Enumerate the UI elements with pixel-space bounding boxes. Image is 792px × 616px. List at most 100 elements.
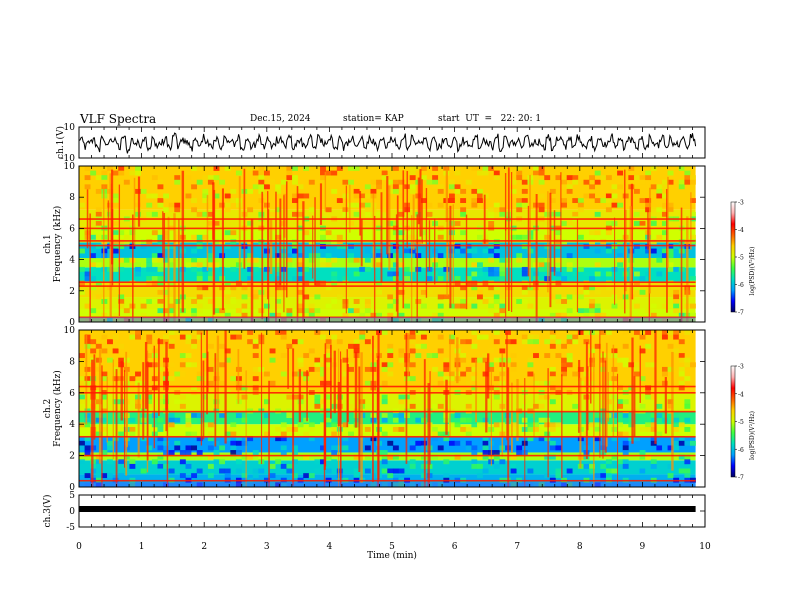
spectrum-cell bbox=[196, 413, 203, 419]
spectrum-cell bbox=[79, 308, 85, 314]
spectrum-cell bbox=[583, 289, 590, 295]
spectrum-cell bbox=[521, 285, 528, 291]
spectrum-cell bbox=[146, 299, 153, 304]
spectrum-cell bbox=[650, 413, 657, 419]
spectrum-cell bbox=[521, 280, 528, 286]
spectrum-cell bbox=[275, 253, 282, 259]
spectrum-cell bbox=[191, 257, 198, 263]
spectrum-cell bbox=[252, 343, 259, 349]
spectrum-cell bbox=[583, 463, 590, 469]
spectrum-cell bbox=[611, 454, 618, 460]
spectrum-cell bbox=[185, 445, 192, 451]
spectrum-cell bbox=[661, 303, 668, 309]
sferic-streak bbox=[91, 359, 94, 487]
spectrum-cell bbox=[140, 468, 147, 474]
sferic-streak bbox=[85, 333, 88, 425]
spectrum-cell bbox=[135, 371, 141, 377]
spectrum-cell bbox=[269, 211, 276, 217]
spectrum-cell bbox=[258, 166, 265, 171]
spectrum-cell bbox=[320, 334, 326, 340]
colorbar-tick-label: -4 bbox=[738, 391, 744, 398]
spectrum-cell bbox=[95, 417, 102, 423]
spectrum-cell bbox=[404, 294, 411, 300]
spectrum-cell bbox=[90, 276, 97, 282]
spectrum-cell bbox=[263, 413, 270, 419]
spectrum-cell bbox=[493, 376, 500, 382]
spectrum-cell bbox=[398, 230, 405, 236]
spectrum-cell bbox=[342, 280, 349, 286]
spectrum-cell bbox=[370, 188, 377, 194]
spectrum-cell bbox=[163, 193, 169, 199]
spectrum-cell bbox=[622, 463, 629, 469]
spectrum-cell bbox=[493, 299, 500, 304]
spectrum-cell bbox=[269, 463, 276, 469]
spectrum-cell bbox=[521, 198, 528, 204]
spectrum-cell bbox=[437, 188, 444, 194]
spectrum-cell bbox=[247, 330, 254, 335]
spectrum-cell bbox=[185, 413, 192, 419]
spectrum-cell bbox=[297, 211, 304, 217]
spectrum-cell bbox=[123, 257, 130, 263]
spectrum-cell bbox=[185, 417, 192, 423]
spectrum-cell bbox=[426, 211, 433, 217]
spectrum-cell bbox=[325, 343, 332, 349]
spectrum-cell bbox=[258, 184, 265, 190]
spectrum-cell bbox=[364, 207, 371, 213]
sferic-streak bbox=[349, 184, 351, 233]
spectrum-cell bbox=[286, 394, 293, 400]
spectrum-cell bbox=[667, 330, 674, 335]
spectrum-cell bbox=[308, 348, 315, 354]
spectrum-cell bbox=[269, 312, 276, 318]
spectrum-cell bbox=[90, 262, 97, 268]
spectrum-cell bbox=[510, 422, 517, 428]
colorbar-1 bbox=[730, 201, 736, 313]
spectrum-cell bbox=[331, 334, 338, 340]
spectrum-cell bbox=[594, 170, 601, 176]
spectrum-cell bbox=[555, 385, 562, 391]
spectrum-cell bbox=[527, 357, 534, 363]
spectrum-cell bbox=[589, 230, 596, 236]
spectrum-cell bbox=[650, 362, 657, 368]
spectrum-cell bbox=[95, 234, 102, 240]
spectrum-cell bbox=[308, 257, 315, 263]
spectrum-cell bbox=[572, 294, 579, 300]
spectrum-cell bbox=[292, 198, 298, 204]
spectrum-cell bbox=[561, 221, 567, 226]
spectrum-cell bbox=[521, 266, 528, 272]
spectrum-cell bbox=[123, 179, 130, 185]
spectrum-cell bbox=[645, 202, 652, 208]
spectrum-cell bbox=[617, 202, 624, 208]
spectrum-cell bbox=[499, 276, 506, 282]
spectrum-cell bbox=[219, 179, 226, 185]
spectrum-cell bbox=[516, 234, 523, 240]
spectrum-cell bbox=[645, 170, 652, 176]
spectrum-cell bbox=[566, 221, 573, 226]
spectrum-cell bbox=[460, 339, 467, 345]
spectrum-cell bbox=[544, 339, 551, 345]
spectrum-cell bbox=[213, 262, 220, 268]
spectrum-cell bbox=[168, 468, 175, 474]
spectrum-cell bbox=[437, 294, 444, 300]
spectrum-cell bbox=[84, 276, 91, 282]
spectrum-cell bbox=[499, 266, 506, 272]
spectrum-cell bbox=[353, 343, 360, 349]
spectrum-cell bbox=[605, 202, 612, 208]
spectrum-cell bbox=[241, 454, 248, 460]
colorbar-label: log(PSD)(V²/Hz) bbox=[749, 411, 756, 460]
spectrum-cell bbox=[230, 330, 237, 335]
spectrum-cell bbox=[336, 366, 343, 372]
spectrum-cell bbox=[678, 422, 685, 428]
spectrum-cell bbox=[594, 473, 601, 479]
spectrum-cell bbox=[376, 289, 382, 295]
spectrum-cell bbox=[292, 166, 298, 171]
spectrum-cell bbox=[230, 445, 237, 451]
spectrum-cell bbox=[314, 459, 321, 465]
spectrum-cell bbox=[179, 353, 186, 359]
spectrum-cell bbox=[661, 211, 668, 217]
spectrum-cell bbox=[387, 371, 394, 377]
spectrum-cell bbox=[471, 376, 478, 382]
spectrum-cell bbox=[174, 207, 181, 213]
spectrum-cell bbox=[168, 244, 175, 249]
spectrum-cell bbox=[207, 343, 214, 349]
spectrum-cell bbox=[107, 459, 113, 465]
